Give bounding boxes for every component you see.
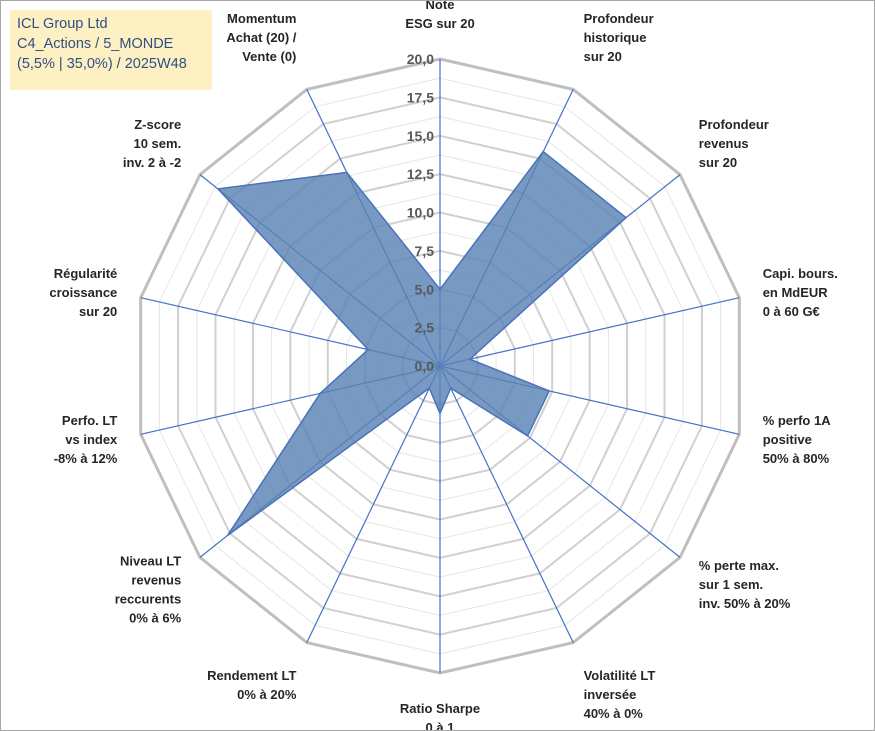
axis-label-9-line-3: 0% à 6% bbox=[129, 610, 181, 625]
axis-label-6-line-2: 40% à 0% bbox=[584, 706, 644, 721]
axis-label-11-line-2: sur 20 bbox=[79, 304, 117, 319]
tick-label-5: 12,5 bbox=[407, 166, 434, 182]
tick-label-6: 15,0 bbox=[407, 128, 434, 144]
axis-label-11-line-0: Régularité bbox=[54, 266, 118, 281]
axis-label-13-line-2: Vente (0) bbox=[242, 49, 296, 64]
info-box: ICL Group Ltd C4_Actions / 5_MONDE (5,5%… bbox=[10, 10, 212, 90]
spoke-8 bbox=[306, 365, 441, 643]
axis-label-3-line-1: en MdEUR bbox=[763, 285, 829, 300]
axis-label-11: Régularité croissance sur 20 bbox=[49, 266, 117, 319]
axis-label-6-line-0: Volatilité LT bbox=[584, 668, 656, 683]
axis-label-2-line-0: Profondeur bbox=[699, 117, 769, 132]
axis-label-9-line-0: Niveau LT bbox=[120, 553, 181, 568]
axis-label-12-line-1: 10 sem. bbox=[133, 136, 181, 151]
axis-label-13-line-1: Achat (20) / bbox=[226, 30, 296, 45]
axis-label-13-line-0: Momentum bbox=[227, 11, 296, 26]
axis-label-5-line-1: sur 1 sem. bbox=[699, 577, 763, 592]
axis-label-10-line-2: -8% à 12% bbox=[54, 451, 118, 466]
axis-label-9-line-2: reccurents bbox=[115, 591, 181, 606]
axis-label-6-line-1: inversée bbox=[584, 687, 637, 702]
axis-label-11-line-1: croissance bbox=[49, 285, 117, 300]
axis-label-5: % perte max. sur 1 sem. inv. 50% à 20% bbox=[699, 558, 791, 611]
axis-label-8: Rendement LT 0% à 20% bbox=[207, 668, 297, 702]
axis-label-10-line-0: Perfo. LT bbox=[62, 413, 117, 428]
axis-label-6: Volatilité LT inversée 40% à 0% bbox=[584, 668, 656, 721]
axis-label-0: Note ESG sur 20 bbox=[405, 1, 474, 31]
radar-axis-labels: Note ESG sur 20 Profondeur historique sur 20… bbox=[49, 1, 837, 730]
spoke-6 bbox=[439, 365, 574, 643]
axis-label-0-line-0: Note bbox=[426, 1, 455, 12]
tick-label-2: 5,0 bbox=[415, 281, 435, 297]
axis-label-9: Niveau LT revenus reccurents 0% à 6% bbox=[115, 553, 182, 625]
tick-label-4: 10,0 bbox=[407, 205, 434, 221]
axis-label-4-line-0: % perfo 1A bbox=[763, 413, 832, 428]
radar-tick-labels: 0,0 2,5 5,0 7,5 10,0 12,5 15,0 17,5 20,0 bbox=[407, 51, 434, 374]
axis-label-9-line-1: revenus bbox=[131, 572, 181, 587]
series-area bbox=[216, 150, 628, 537]
axis-label-7-line-1: 0 à 1 bbox=[426, 720, 455, 730]
axis-label-4-line-2: 50% à 80% bbox=[763, 451, 830, 466]
axis-label-3-line-0: Capi. bours. bbox=[763, 266, 838, 281]
tick-label-8: 20,0 bbox=[407, 51, 434, 67]
axis-label-8-line-1: 0% à 20% bbox=[237, 687, 297, 702]
radar-series bbox=[216, 150, 628, 537]
axis-label-1-line-0: Profondeur bbox=[584, 11, 654, 26]
axis-label-7: Ratio Sharpe 0 à 1 bbox=[400, 701, 480, 730]
spoke-3 bbox=[439, 297, 740, 367]
axis-label-12-line-0: Z-score bbox=[134, 117, 181, 132]
axis-label-3-line-2: 0 à 60 G€ bbox=[763, 304, 820, 319]
axis-label-5-line-0: % perte max. bbox=[699, 558, 779, 573]
tick-label-3: 7,5 bbox=[415, 243, 435, 259]
axis-label-4: % perfo 1A positive 50% à 80% bbox=[763, 413, 832, 466]
axis-label-12-line-2: inv. 2 à -2 bbox=[123, 155, 181, 170]
axis-label-10-line-1: vs index bbox=[65, 432, 118, 447]
axis-label-1: Profondeur historique sur 20 bbox=[584, 11, 654, 64]
axis-label-1-line-1: historique bbox=[584, 30, 647, 45]
axis-label-10: Perfo. LT vs index -8% à 12% bbox=[54, 413, 118, 466]
info-category: C4_Actions / 5_MONDE bbox=[17, 36, 174, 52]
axis-label-13: Momentum Achat (20) / Vente (0) bbox=[226, 11, 296, 64]
info-company: ICL Group Ltd bbox=[17, 16, 108, 32]
tick-label-0: 0,0 bbox=[415, 358, 435, 374]
tick-label-1: 2,5 bbox=[415, 320, 435, 336]
axis-label-2-line-2: sur 20 bbox=[699, 155, 737, 170]
axis-label-12: Z-score 10 sem. inv. 2 à -2 bbox=[123, 117, 181, 170]
axis-label-2: Profondeur revenus sur 20 bbox=[699, 117, 769, 170]
axis-label-7-line-0: Ratio Sharpe bbox=[400, 701, 480, 716]
axis-label-5-line-2: inv. 50% à 20% bbox=[699, 596, 791, 611]
axis-label-3: Capi. bours. en MdEUR 0 à 60 G€ bbox=[763, 266, 838, 319]
info-params: (5,5% | 35,0%) / 2025W48 bbox=[17, 56, 187, 72]
axis-label-1-line-2: sur 20 bbox=[584, 49, 622, 64]
axis-label-8-line-0: Rendement LT bbox=[207, 668, 296, 683]
tick-label-7: 17,5 bbox=[407, 89, 434, 105]
axis-label-2-line-1: revenus bbox=[699, 136, 749, 151]
axis-label-0-line-1: ESG sur 20 bbox=[405, 16, 474, 31]
axis-label-4-line-1: positive bbox=[763, 432, 812, 447]
